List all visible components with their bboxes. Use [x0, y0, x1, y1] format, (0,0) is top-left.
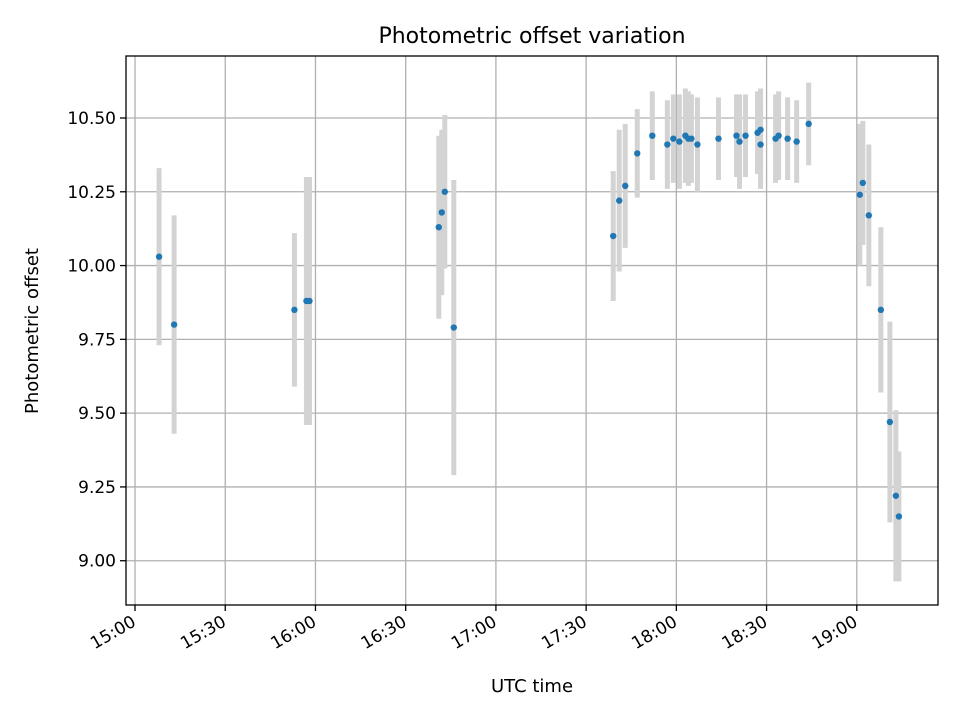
- y-tick-label: 9.75: [78, 330, 116, 350]
- data-point: [733, 132, 740, 139]
- x-tick-label: 17:00: [448, 612, 500, 654]
- data-points: [155, 120, 903, 520]
- data-point: [784, 135, 791, 142]
- data-point: [856, 191, 864, 198]
- data-point: [742, 132, 749, 139]
- y-tick-label: 10.25: [67, 183, 116, 203]
- data-point: [688, 135, 695, 142]
- chart-title: Photometric offset variation: [378, 24, 685, 49]
- data-point: [170, 321, 178, 328]
- data-point: [610, 232, 617, 240]
- data-point: [435, 223, 442, 231]
- data-point: [736, 138, 743, 145]
- data-point: [859, 179, 867, 187]
- data-point: [670, 135, 677, 142]
- data-point: [886, 418, 894, 426]
- axis-ticks: 15:00 15:30 16:00 16:30 17:00 17:30 18:00 18:30…: [67, 109, 861, 654]
- data-point: [757, 141, 764, 148]
- x-tick-label: 15:30: [177, 612, 229, 654]
- data-point: [793, 138, 800, 145]
- data-point: [892, 492, 900, 499]
- data-point: [694, 141, 701, 148]
- x-tick-label: 18:00: [628, 612, 680, 654]
- x-tick-label: 15:00: [87, 612, 139, 654]
- data-point: [441, 188, 448, 195]
- data-point: [664, 141, 671, 148]
- y-tick-label: 9.00: [78, 552, 116, 572]
- data-point: [895, 513, 903, 520]
- error-bars: [156, 82, 902, 582]
- y-tick-label: 10.00: [67, 257, 116, 277]
- plot-frame: [125, 55, 939, 606]
- y-tick-label: 9.25: [78, 478, 116, 498]
- x-tick-label: 16:00: [268, 612, 320, 654]
- data-point: [634, 150, 641, 157]
- data-point: [616, 197, 623, 204]
- data-point: [438, 209, 445, 216]
- y-tick-label: 10.50: [67, 109, 116, 129]
- data-point: [715, 135, 722, 142]
- x-tick-label: 18:30: [719, 612, 771, 654]
- data-point: [775, 132, 782, 139]
- data-point: [306, 297, 313, 305]
- data-point: [649, 132, 656, 139]
- x-tick-label: 16:30: [358, 612, 410, 654]
- y-axis-label: Photometric offset: [22, 248, 43, 414]
- data-point: [757, 126, 764, 133]
- x-axis-label: UTC time: [491, 676, 573, 697]
- data-point: [450, 324, 458, 331]
- data-point: [676, 138, 683, 145]
- data-point: [865, 212, 873, 219]
- grid-lines: [126, 56, 938, 605]
- data-point: [877, 306, 885, 314]
- y-tick-label: 9.50: [78, 404, 116, 424]
- data-point: [291, 306, 298, 314]
- data-point: [155, 253, 163, 260]
- x-tick-label: 17:30: [538, 612, 590, 654]
- x-tick-label: 19:00: [809, 612, 861, 654]
- data-point: [805, 120, 812, 128]
- data-point: [622, 182, 629, 190]
